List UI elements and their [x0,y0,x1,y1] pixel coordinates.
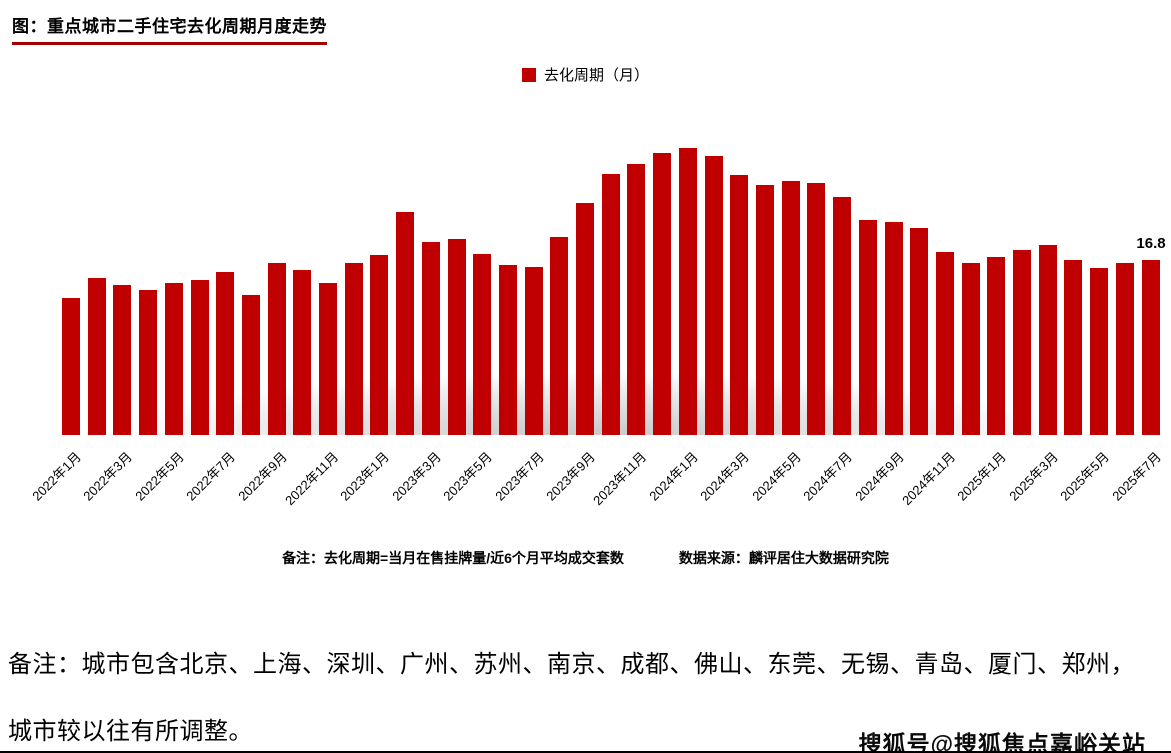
bar [524,267,543,435]
x-axis-tick-label: 2023年11月 [589,449,649,509]
watermark: 搜狐号@搜狐焦点嘉峪关站 [858,731,1146,753]
chart-note: 备注：去化周期=当月在售挂牌量/近6个月平均成交套数 数据来源：麟评居住大数据研… [0,548,1171,568]
bar [344,263,363,435]
x-axis-tick-label: 2022年7月 [183,449,238,504]
legend-swatch-icon [521,67,536,82]
x-axis-tick-label: 2023年1月 [337,449,392,504]
x-axis-tick-label: 2024年5月 [749,449,804,504]
bar [653,152,672,435]
bar [319,282,338,435]
x-axis-tick-label: 2025年1月 [954,449,1009,504]
x-axis-labels: 2022年1月 2022年3月 2022年5月 2022年7月 2022年9月 2022年… [29,435,1164,540]
last-value-label: 16.8 [1136,234,1166,252]
footer-note: 备注：城市包含北京、上海、深圳、广州、苏州、南京、成都、佛山、东莞、无锡、青岛、… [8,644,1163,753]
bar [164,282,183,435]
bar [678,148,697,435]
bar [730,174,749,435]
x-axis-tick-label: 2025年5月 [1057,449,1112,504]
note-source: 数据来源：麟评居住大数据研究院 [678,550,889,566]
footer-note-line1: 备注：城市包含北京、上海、深圳、广州、苏州、南京、成都、佛山、东莞、无锡、青岛、… [8,652,1135,678]
bar [293,270,312,435]
bar [833,197,852,435]
bar [139,290,158,435]
x-axis-tick-label: 2022年1月 [29,449,84,504]
legend: 去化周期（月） [0,64,1171,85]
x-axis-tick-label: 2023年3月 [389,449,444,504]
bar [704,155,723,435]
bar [781,180,800,435]
bar [396,212,415,435]
bar [627,164,646,435]
bar [473,253,492,435]
bar [370,254,389,435]
x-axis-tick-label: 2022年5月 [132,449,187,504]
x-axis-tick-label: 2023年7月 [492,449,547,504]
x-axis-tick-label: 2022年11月 [281,449,341,509]
bar [576,202,595,435]
bar [550,237,569,435]
bar [241,295,260,435]
footer-note-line2: 城市较以往有所调整。 [8,719,253,745]
bar [62,297,80,435]
bar [961,263,980,435]
bar [1090,268,1109,435]
bar [190,279,209,435]
plot-area: 16.8 [62,100,1166,435]
bar [807,182,826,435]
chart-title: 图：重点城市二手住宅去化周期月度走势 [12,12,327,45]
note-formula: 备注：去化周期=当月在售挂牌量/近6个月平均成交套数 [282,550,624,566]
x-axis-tick-label: 2025年7月 [1109,449,1164,504]
bar [447,239,466,435]
x-axis-tick-label: 2024年3月 [697,449,752,504]
bar [1064,259,1083,435]
x-axis-tick-label: 2024年1月 [646,449,701,504]
bar [421,242,440,435]
bar [267,263,286,435]
x-axis-tick-label: 2022年3月 [80,449,135,504]
bar [858,220,877,435]
bar [87,277,106,435]
legend-label: 去化周期（月） [543,67,649,84]
bar [935,251,954,435]
bar [1038,245,1057,435]
plot-wrap: 16.8 2022年1月 2022年3月 2022年5月 2022年7月 2022年9月… [0,100,1171,540]
bar [113,285,132,435]
x-axis-tick-label: 2024年11月 [898,449,958,509]
x-axis-tick-label: 2024年7月 [800,449,855,504]
bar [884,222,903,435]
bar [987,256,1006,435]
bar [1013,249,1032,435]
x-axis-tick-label: 2025年3月 [1006,449,1061,504]
x-axis-tick-label: 2023年5月 [440,449,495,504]
bar [216,272,235,435]
bottom-line [0,751,1171,753]
bar [1141,259,1160,435]
bar [755,184,774,435]
bar [1115,263,1134,435]
bar [910,227,929,435]
bar [498,265,517,435]
bar [601,173,620,435]
